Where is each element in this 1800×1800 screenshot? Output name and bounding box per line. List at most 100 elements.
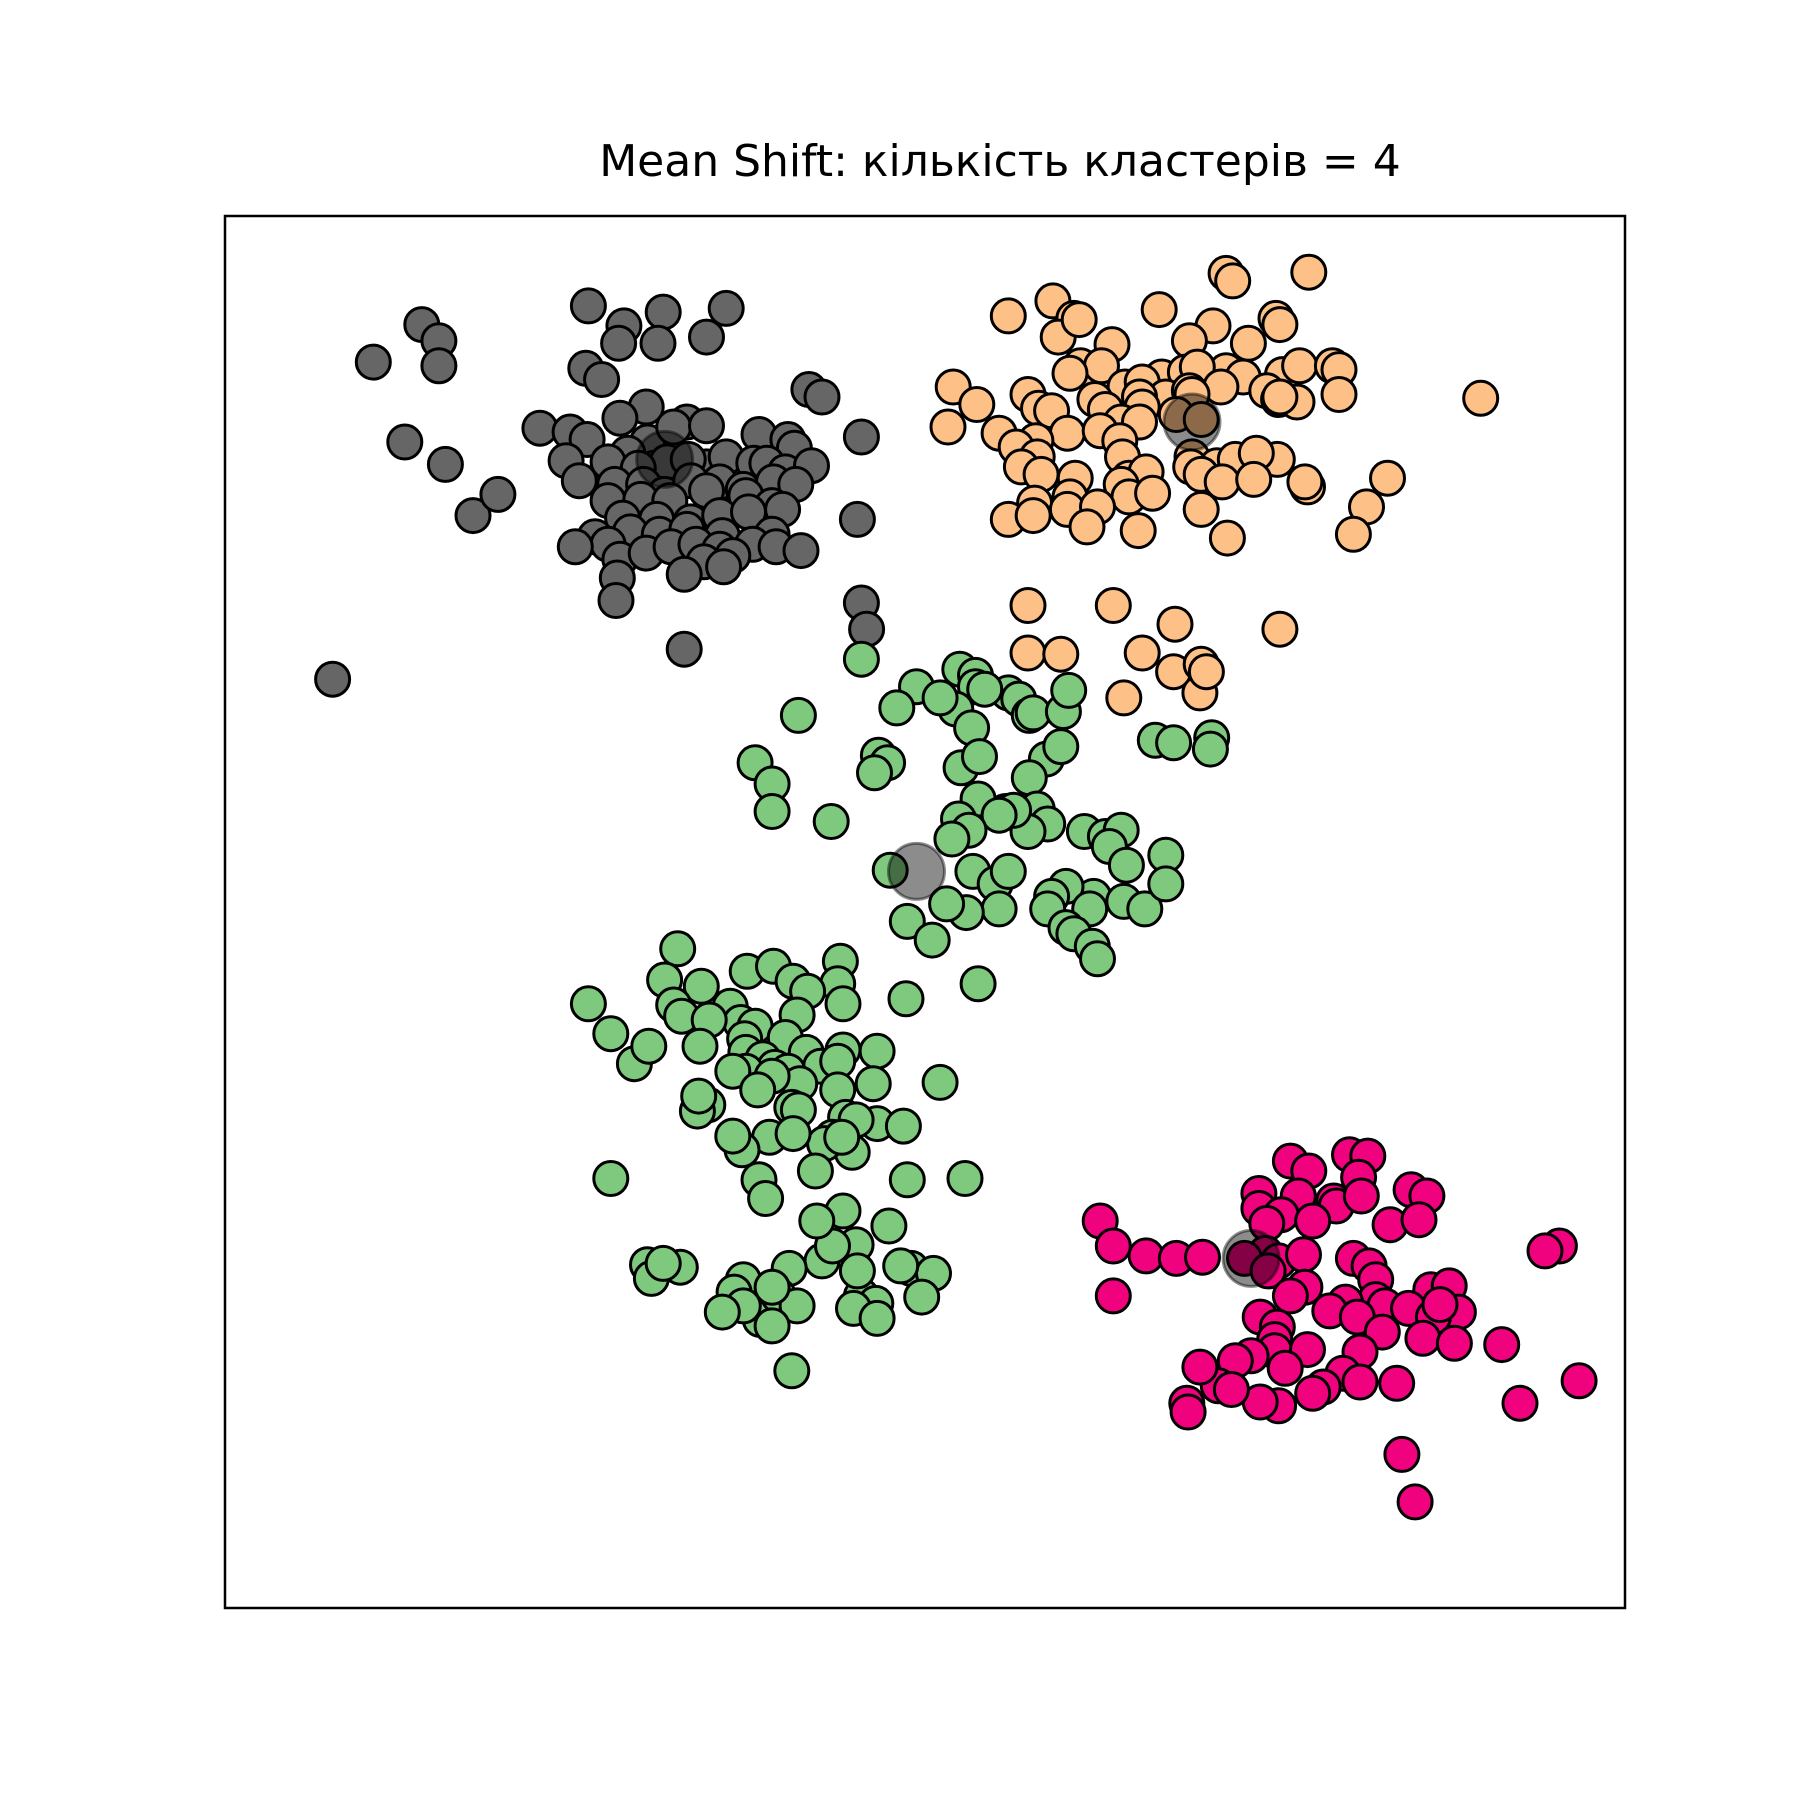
cluster-4-point bbox=[1342, 1177, 1380, 1215]
cluster-3-point bbox=[823, 1118, 861, 1156]
cluster-4-point bbox=[1483, 1326, 1521, 1364]
cluster-2-point bbox=[1182, 490, 1220, 528]
chart-title: Mean Shift: кількість кластерів = 4 bbox=[599, 136, 1401, 187]
cluster-3-point bbox=[753, 1307, 791, 1345]
cluster-4-point bbox=[1435, 1324, 1473, 1362]
cluster-1-point bbox=[803, 378, 841, 416]
cluster-3-point bbox=[714, 1052, 752, 1090]
cluster-3-point bbox=[870, 1207, 908, 1245]
cluster-1-point bbox=[601, 399, 639, 437]
cluster-1-point bbox=[782, 532, 820, 570]
cluster-2-point bbox=[1042, 635, 1080, 673]
cluster-4-point bbox=[1501, 1384, 1539, 1422]
cluster-3-point bbox=[858, 1299, 896, 1337]
cluster-2-point bbox=[1009, 634, 1047, 672]
cluster-2-point bbox=[1094, 587, 1132, 624]
cluster-1-point bbox=[600, 324, 638, 362]
cluster-3-point bbox=[928, 885, 966, 923]
cluster-3-point bbox=[946, 1160, 984, 1197]
cluster-2-point bbox=[1334, 515, 1372, 553]
cluster-3-point bbox=[779, 696, 817, 734]
cluster-3-point bbox=[888, 902, 926, 940]
cluster-3-point bbox=[838, 1252, 876, 1290]
cluster-1-point bbox=[842, 418, 880, 456]
cluster-3-point bbox=[774, 1115, 812, 1153]
cluster-3-point bbox=[989, 852, 1027, 890]
cluster-3-point bbox=[592, 1015, 630, 1053]
cluster-1-point bbox=[644, 293, 682, 331]
cluster-3-point bbox=[921, 679, 959, 717]
cluster-3-point bbox=[714, 1117, 752, 1155]
cluster-2-point bbox=[1290, 253, 1328, 291]
cluster-3-point bbox=[871, 851, 909, 889]
cluster-3-point bbox=[753, 793, 791, 830]
cluster-2-point bbox=[1261, 378, 1299, 416]
cluster-2-point bbox=[1261, 306, 1299, 344]
cluster-4-point bbox=[1271, 1277, 1309, 1315]
cluster-2-point bbox=[1182, 401, 1220, 438]
cluster-2-point bbox=[1462, 379, 1500, 417]
cluster-4-point bbox=[1169, 1393, 1207, 1431]
cluster-3-point bbox=[824, 985, 862, 1023]
cluster-3-point bbox=[878, 689, 916, 727]
cluster-4-point bbox=[1285, 1236, 1322, 1274]
cluster-4-point bbox=[1400, 1201, 1438, 1239]
cluster-1-point bbox=[569, 287, 607, 325]
cluster-1-point bbox=[639, 324, 677, 362]
cluster-center-4 bbox=[1221, 1228, 1281, 1288]
cluster-3-point bbox=[659, 930, 697, 968]
cluster-3-point bbox=[569, 985, 607, 1023]
cluster-2-point bbox=[989, 297, 1027, 335]
cluster-4-point bbox=[1294, 1374, 1332, 1412]
cluster-1-point bbox=[705, 548, 743, 586]
cluster-2-point bbox=[1009, 587, 1047, 624]
cluster-2-point bbox=[1286, 463, 1324, 501]
cluster-3-point bbox=[961, 738, 998, 776]
cluster-2-point bbox=[1261, 610, 1299, 648]
cluster-1-point bbox=[454, 497, 492, 535]
cluster-1-point bbox=[665, 555, 703, 593]
cluster-3-point bbox=[798, 1202, 836, 1240]
cluster-3-point bbox=[644, 1244, 682, 1282]
cluster-3-point bbox=[842, 640, 880, 678]
cluster-1-point bbox=[354, 343, 392, 381]
cluster-3-point bbox=[856, 754, 893, 792]
cluster-3-point bbox=[1191, 730, 1229, 768]
cluster-3-point bbox=[630, 1027, 668, 1065]
cluster-4-point bbox=[1184, 1238, 1221, 1276]
cluster-3-point bbox=[812, 803, 850, 840]
cluster-2-point bbox=[1123, 634, 1161, 672]
cluster-center-2 bbox=[1162, 392, 1222, 452]
cluster-3-point bbox=[921, 1063, 959, 1101]
cluster-center-1 bbox=[635, 429, 695, 489]
cluster-2-point bbox=[1051, 354, 1089, 392]
cluster-3-point bbox=[933, 820, 971, 858]
cluster-2-point bbox=[1014, 497, 1052, 535]
cluster-3-point bbox=[1079, 940, 1116, 978]
cluster-3-point bbox=[1050, 671, 1088, 709]
cluster-1-point bbox=[386, 423, 424, 461]
data-points bbox=[314, 253, 1598, 1521]
cluster-4-point bbox=[1212, 1371, 1250, 1408]
cluster-3-point bbox=[903, 1278, 941, 1316]
cluster-3-point bbox=[966, 670, 1004, 708]
cluster-2-point bbox=[1134, 474, 1172, 512]
cluster-4-point bbox=[1266, 1349, 1304, 1387]
cluster-3-point bbox=[796, 1152, 834, 1190]
cluster-3-point bbox=[747, 1180, 785, 1217]
cluster-1-point bbox=[420, 347, 458, 385]
cluster-2-point bbox=[1214, 262, 1252, 300]
cluster-3-point bbox=[778, 1287, 816, 1325]
cluster-2-point bbox=[1060, 301, 1098, 339]
cluster-1-point bbox=[838, 500, 876, 538]
cluster-3-point bbox=[739, 1071, 777, 1109]
cluster-3-point bbox=[1126, 890, 1164, 928]
cluster-3-point bbox=[773, 1352, 811, 1390]
cluster-3-point bbox=[884, 1107, 922, 1145]
cluster-1-point bbox=[597, 582, 635, 619]
cluster-1-point bbox=[556, 528, 594, 566]
cluster-3-point bbox=[858, 1032, 896, 1070]
cluster-3-point bbox=[1107, 846, 1145, 884]
axes-frame bbox=[223, 214, 1627, 1610]
